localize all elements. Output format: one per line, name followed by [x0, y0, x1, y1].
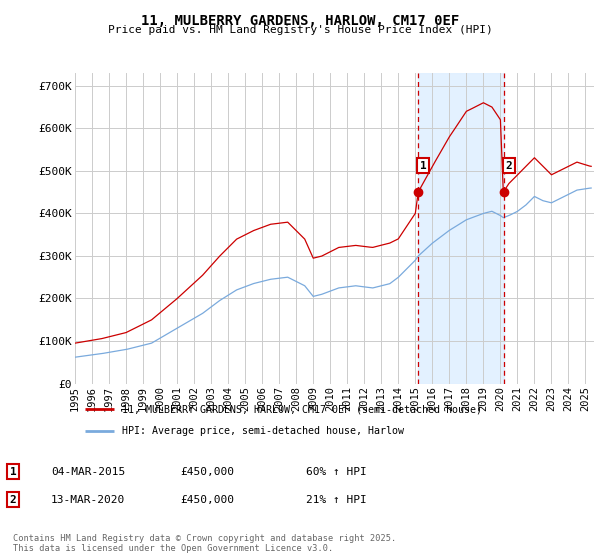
Text: 1: 1: [420, 161, 427, 171]
Text: 2: 2: [10, 494, 17, 505]
Text: 2: 2: [506, 161, 512, 171]
Text: 21% ↑ HPI: 21% ↑ HPI: [306, 494, 367, 505]
Text: £450,000: £450,000: [180, 494, 234, 505]
Text: 13-MAR-2020: 13-MAR-2020: [51, 494, 125, 505]
Bar: [418, 73, 504, 384]
Text: 1: 1: [10, 466, 17, 477]
Text: 04-MAR-2015: 04-MAR-2015: [51, 466, 125, 477]
Text: 60% ↑ HPI: 60% ↑ HPI: [306, 466, 367, 477]
Text: 11, MULBERRY GARDENS, HARLOW, CM17 0EF: 11, MULBERRY GARDENS, HARLOW, CM17 0EF: [141, 14, 459, 28]
Text: HPI: Average price, semi-detached house, Harlow: HPI: Average price, semi-detached house,…: [122, 426, 404, 436]
Text: Price paid vs. HM Land Registry's House Price Index (HPI): Price paid vs. HM Land Registry's House …: [107, 25, 493, 35]
Text: 11, MULBERRY GARDENS, HARLOW, CM17 0EF (semi-detached house): 11, MULBERRY GARDENS, HARLOW, CM17 0EF (…: [122, 404, 482, 414]
Text: Contains HM Land Registry data © Crown copyright and database right 2025.
This d: Contains HM Land Registry data © Crown c…: [13, 534, 397, 553]
Text: £450,000: £450,000: [180, 466, 234, 477]
